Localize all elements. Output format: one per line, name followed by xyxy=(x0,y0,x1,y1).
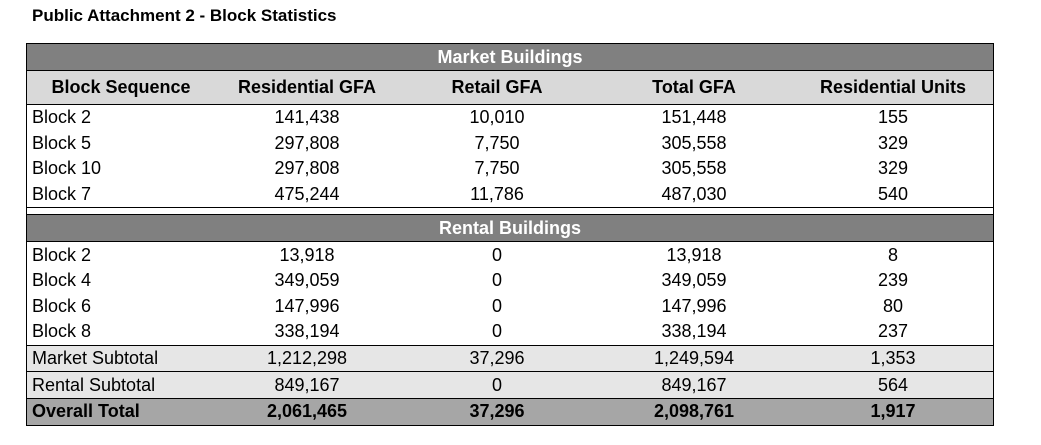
table-cell: Market Subtotal xyxy=(32,348,159,369)
table-row: Block 8 338,194 0 338,194 237 xyxy=(27,319,993,345)
table-row: Block 4 349,059 0 349,059 239 xyxy=(27,268,993,294)
column-header: Total GFA xyxy=(652,77,736,97)
table-cell: 1,353 xyxy=(870,348,916,369)
table-cell: 0 xyxy=(491,321,502,342)
table-row: Block 7 475,244 11,786 487,030 540 xyxy=(27,182,993,208)
table-cell: 147,996 xyxy=(661,295,727,316)
table-cell: 141,438 xyxy=(274,107,340,128)
table-cell: 329 xyxy=(877,158,909,179)
table-cell: Block 6 xyxy=(32,295,92,316)
market-buildings-header: Market Buildings xyxy=(27,44,993,70)
table-cell: Overall Total xyxy=(32,401,140,422)
table-cell: 849,167 xyxy=(661,374,727,395)
table-cell: 2,061,465 xyxy=(266,401,348,422)
table-cell: Block 5 xyxy=(32,132,92,153)
column-header: Residential GFA xyxy=(237,77,377,97)
table-cell: 237 xyxy=(877,321,909,342)
table-cell: 1,917 xyxy=(870,401,916,422)
table-cell: 8 xyxy=(887,244,898,265)
table-cell: 7,750 xyxy=(474,158,520,179)
rental-buildings-header: Rental Buildings xyxy=(27,215,993,242)
table-cell: 151,448 xyxy=(661,107,727,128)
table-cell: 13,918 xyxy=(279,244,335,265)
table-cell: 155 xyxy=(877,107,909,128)
table-cell: 11,786 xyxy=(470,184,524,205)
table-cell: Block 8 xyxy=(32,321,92,342)
table-cell: 349,059 xyxy=(661,270,727,291)
section-divider xyxy=(27,207,993,216)
table-cell: Block 7 xyxy=(32,184,92,205)
table-cell: 7,750 xyxy=(474,132,520,153)
table-cell: 297,808 xyxy=(274,132,340,153)
table-cell: 80 xyxy=(882,295,904,316)
table-cell: 329 xyxy=(877,132,909,153)
table-cell: Block 2 xyxy=(32,107,92,128)
table-cell: 1,212,298 xyxy=(266,348,348,369)
table-cell: 338,194 xyxy=(274,321,340,342)
table-cell: 849,167 xyxy=(274,374,340,395)
table-cell: 147,996 xyxy=(274,295,340,316)
table-row: Block 6 147,996 0 147,996 80 xyxy=(27,294,993,320)
table-cell: 297,808 xyxy=(274,158,340,179)
table-cell: 0 xyxy=(491,270,502,291)
table-cell: 349,059 xyxy=(274,270,340,291)
table-cell: 0 xyxy=(491,244,502,265)
column-header: Residential Units xyxy=(819,77,967,97)
table-cell: 13,918 xyxy=(666,244,722,265)
table-cell: 0 xyxy=(491,374,502,395)
table-cell: 0 xyxy=(491,295,502,316)
table-cell: 487,030 xyxy=(661,184,727,205)
table-cell: 1,249,594 xyxy=(653,348,735,369)
table-cell: Rental Subtotal xyxy=(32,374,156,395)
table-cell: 305,558 xyxy=(661,158,727,179)
table-cell: 37,296 xyxy=(469,401,525,422)
column-header: Retail GFA xyxy=(451,77,543,97)
overall-total-row: Overall Total 2,061,465 37,296 2,098,761… xyxy=(27,397,993,425)
table-cell: 475,244 xyxy=(274,184,340,205)
table-row: Block 10 297,808 7,750 305,558 329 xyxy=(27,156,993,182)
table-cell: Block 4 xyxy=(32,270,92,291)
page-title: Public Attachment 2 - Block Statistics xyxy=(32,6,337,25)
table-row: Block 2 141,438 10,010 151,448 155 xyxy=(27,105,993,131)
rental-subtotal-row: Rental Subtotal 849,167 0 849,167 564 xyxy=(27,371,993,398)
table-cell: 540 xyxy=(877,184,909,205)
table-cell: 2,098,761 xyxy=(653,401,735,422)
table-row: Block 5 297,808 7,750 305,558 329 xyxy=(27,131,993,157)
table-cell: 305,558 xyxy=(661,132,727,153)
table-cell: 239 xyxy=(877,270,909,291)
column-header: Block Sequence xyxy=(51,77,191,97)
table-cell: 10,010 xyxy=(469,107,525,128)
table-cell: Block 2 xyxy=(32,244,92,265)
market-subtotal-row: Market Subtotal 1,212,298 37,296 1,249,5… xyxy=(27,344,993,372)
table-cell: 338,194 xyxy=(661,321,727,342)
column-header-row: Block Sequence Residential GFA Retail GF… xyxy=(27,70,993,105)
table-row: Block 2 13,918 0 13,918 8 xyxy=(27,241,993,268)
table-cell: 564 xyxy=(877,374,909,395)
table-cell: 37,296 xyxy=(469,348,525,369)
table-cell: Block 10 xyxy=(32,158,102,179)
block-statistics-table: Market Buildings Block Sequence Resident… xyxy=(26,43,994,426)
